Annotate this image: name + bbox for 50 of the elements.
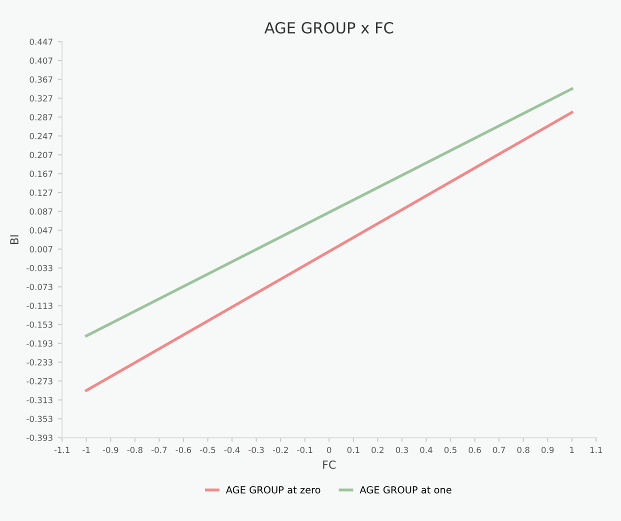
y-tick-label: -0.233 bbox=[26, 359, 52, 366]
x-tick-label: 0.7 bbox=[492, 446, 505, 454]
y-tick-label: 0.127 bbox=[30, 190, 52, 196]
x-tick-label: 0.8 bbox=[517, 446, 530, 454]
x-tick-label: -0.5 bbox=[200, 446, 216, 454]
x-tick-label: 0.5 bbox=[444, 446, 456, 454]
x-tick-label: -0.4 bbox=[224, 446, 240, 454]
y-tick-label: 0.207 bbox=[30, 152, 52, 158]
x-tick-label: -0.6 bbox=[176, 446, 192, 454]
x-tick-label: -0.9 bbox=[102, 446, 118, 454]
y-tick-label: 0.407 bbox=[30, 58, 52, 64]
y-tick-label: -0.033 bbox=[26, 264, 52, 272]
x-tick-label: 1 bbox=[570, 446, 574, 453]
x-tick-label: 0 bbox=[327, 446, 332, 454]
y-tick-label: -0.273 bbox=[26, 378, 52, 384]
y-tick-label: 0.367 bbox=[30, 76, 52, 83]
x-tick-label: 0.6 bbox=[468, 446, 481, 454]
y-tick-label: -0.353 bbox=[26, 416, 52, 422]
y-axis-title: BI bbox=[10, 235, 18, 244]
x-axis-title: FC bbox=[323, 460, 336, 469]
y-tick-label: -0.313 bbox=[26, 396, 52, 404]
y-tick-label: 0.327 bbox=[30, 95, 52, 102]
y-tick-label: -0.073 bbox=[26, 284, 52, 290]
y-tick-label: 0.087 bbox=[30, 208, 52, 215]
x-tick-label: 0.9 bbox=[542, 446, 554, 454]
x-tick-label: 0.1 bbox=[347, 446, 360, 454]
y-tick-label: 0.167 bbox=[30, 170, 52, 177]
y-tick-label: -0.193 bbox=[26, 340, 52, 347]
y-tick-label: 0.047 bbox=[30, 227, 52, 234]
chart-title: AGE GROUP x FC bbox=[264, 22, 394, 34]
x-tick-label: -0.1 bbox=[297, 446, 312, 454]
x-tick-label: -1 bbox=[82, 446, 90, 453]
x-tick-label: -0.2 bbox=[272, 446, 288, 454]
legend-label: AGE GROUP at zero bbox=[226, 486, 320, 494]
x-tick-label: 1.1 bbox=[590, 446, 602, 453]
y-tick-label: 0.007 bbox=[30, 246, 52, 252]
x-tick-label: -0.8 bbox=[127, 446, 142, 454]
x-tick-label: 0.3 bbox=[396, 446, 408, 454]
x-tick-label: -0.3 bbox=[248, 446, 264, 454]
x-tick-label: 0.4 bbox=[420, 446, 432, 454]
y-tick-label: -0.153 bbox=[26, 321, 52, 328]
legend-label: AGE GROUP at one bbox=[360, 486, 452, 494]
y-tick-label: -0.393 bbox=[26, 434, 52, 441]
y-tick-label: 0.447 bbox=[30, 38, 52, 45]
x-tick-label: 0.2 bbox=[372, 446, 384, 454]
x-tick-label: -0.7 bbox=[151, 446, 167, 454]
y-tick-label: -0.113 bbox=[26, 302, 52, 309]
y-tick-label: 0.287 bbox=[30, 114, 52, 120]
y-tick-label: 0.247 bbox=[30, 132, 52, 140]
x-tick-label: -1.1 bbox=[54, 446, 70, 453]
